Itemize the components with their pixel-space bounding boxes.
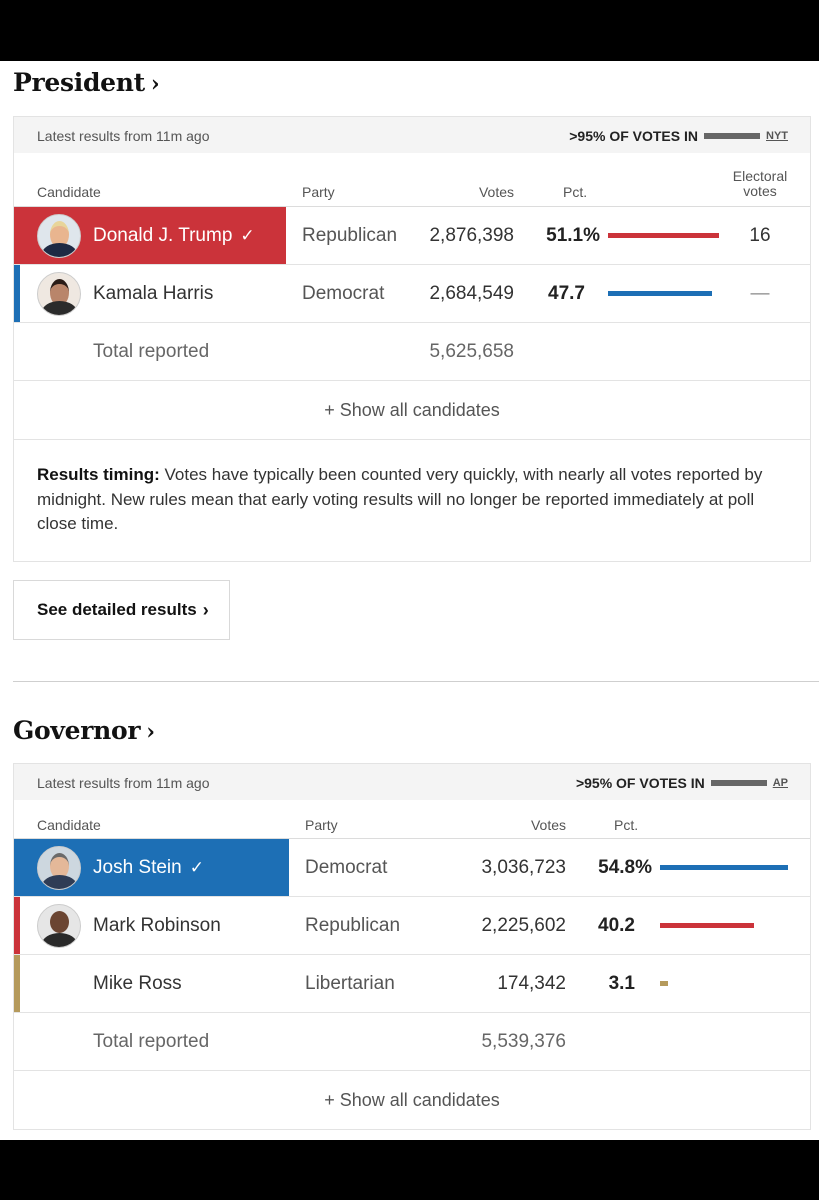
checkmark-icon: ✓: [240, 225, 255, 245]
source-link[interactable]: AP: [772, 777, 788, 789]
vote-count: 2,225,602: [481, 915, 566, 936]
header-pct: Pct.: [563, 184, 588, 200]
show-all-candidates-button[interactable]: + Show all candidates: [324, 400, 500, 420]
president-heading[interactable]: President ›: [13, 68, 160, 97]
results-timing-note: Results timing: Votes have typically bee…: [14, 439, 810, 561]
party-name: Democrat: [305, 857, 388, 878]
show-all-candidates-button[interactable]: + Show all candidates: [324, 1090, 500, 1110]
votes-in-label: >95% OF VOTES IN: [575, 775, 705, 791]
total-votes: 5,625,658: [429, 341, 514, 362]
header-party: Party: [302, 184, 335, 200]
vote-count: 2,876,398: [429, 225, 514, 246]
section-divider: [13, 681, 819, 682]
detail-button-label: See detailed results: [37, 600, 197, 619]
candidate-cell: Kamala Harris: [14, 265, 213, 322]
header-party: Party: [305, 817, 338, 833]
table-row: Donald J. Trump ✓ Republican 2,876,398 5…: [14, 207, 810, 265]
votes-in-meter: [704, 133, 760, 139]
party-color-stripe: [14, 265, 20, 322]
table-header: Candidate Party Votes Pct.: [14, 800, 810, 839]
table-row: Josh Stein ✓ Democrat 3,036,723 54.8%: [14, 839, 810, 897]
vote-share-bar: [660, 981, 668, 986]
chevron-right-icon: ›: [202, 599, 209, 620]
candidate-name: Donald J. Trump: [93, 224, 233, 246]
checkmark-icon: ✓: [189, 857, 204, 877]
avatar: [37, 213, 81, 258]
vote-share-bar: [660, 865, 789, 870]
chevron-right-icon: ›: [146, 719, 155, 745]
total-row: Total reported 5,539,376: [14, 1013, 810, 1071]
header-electoral-votes: Electoral votes: [720, 169, 800, 199]
source-link[interactable]: NYT: [766, 130, 788, 142]
avatar: [37, 903, 81, 948]
candidate-cell: Mark Robinson: [14, 897, 221, 954]
vote-percent: 40.2: [598, 915, 635, 936]
vote-share-bar: [660, 923, 755, 928]
party-name: Libertarian: [305, 973, 395, 994]
results-timing-text: Votes have typically been counted very q…: [37, 465, 763, 533]
candidate-cell: Mike Ross: [14, 955, 182, 1012]
latest-results-text: Latest results from 11m ago: [37, 128, 210, 144]
results-status-bar: Latest results from 11m ago >95% OF VOTE…: [14, 117, 810, 153]
vote-percent: 3.1: [608, 973, 635, 994]
party-name: Republican: [305, 915, 401, 936]
table-row: Mike Ross Libertarian 174,342 3.1: [14, 955, 810, 1013]
avatar: [37, 845, 81, 890]
avatar: [37, 271, 81, 316]
total-votes: 5,539,376: [481, 1031, 566, 1052]
table-header: Candidate Party Votes Pct. Electoral vote…: [14, 153, 810, 207]
governor-heading[interactable]: Governor ›: [13, 716, 155, 745]
results-status-bar: Latest results from 11m ago >95% OF VOTE…: [14, 764, 810, 800]
party-color-stripe: [14, 897, 20, 954]
total-row: Total reported 5,625,658: [14, 323, 810, 381]
votes-in-indicator: >95% OF VOTES IN NYT: [569, 128, 788, 144]
header-electoral-line2: votes: [743, 183, 777, 199]
candidate-name: Mike Ross: [93, 972, 182, 994]
results-timing-label: Results timing:: [37, 465, 160, 484]
chevron-right-icon: ›: [150, 71, 160, 97]
votes-in-label: >95% OF VOTES IN: [569, 128, 698, 144]
party-name: Republican: [302, 225, 398, 246]
top-black-bar: [0, 0, 819, 61]
vote-count: 2,684,549: [429, 283, 514, 304]
see-detailed-results-button[interactable]: See detailed results ›: [13, 580, 230, 640]
header-candidate: Candidate: [37, 184, 101, 200]
candidate-name: Josh Stein: [93, 856, 182, 878]
bottom-black-bar: [0, 1140, 819, 1200]
vote-count: 3,036,723: [481, 857, 566, 878]
vote-share-bar: [608, 291, 712, 296]
table-row: Kamala Harris Democrat 2,684,549 47.7 —: [14, 265, 810, 323]
votes-in-meter: [710, 780, 767, 786]
votes-in-indicator: >95% OF VOTES IN AP: [576, 775, 788, 791]
party-name: Democrat: [302, 283, 385, 304]
header-votes: Votes: [530, 817, 566, 833]
table-row: Mark Robinson Republican 2,225,602 40.2: [14, 897, 810, 955]
vote-share-bar: [608, 233, 720, 238]
total-label: Total reported: [93, 1031, 210, 1052]
electoral-votes: 16: [749, 225, 771, 246]
vote-percent: 51.1%: [546, 225, 600, 246]
party-color-stripe: [14, 955, 20, 1012]
governor-results-card: Latest results from 11m ago >95% OF VOTE…: [13, 763, 811, 1130]
header-candidate: Candidate: [37, 817, 101, 833]
governor-title: Governor: [13, 716, 141, 745]
vote-count: 174,342: [497, 973, 566, 994]
winner-candidate-cell: Donald J. Trump ✓: [14, 207, 286, 264]
candidate-name: Kamala Harris: [93, 282, 214, 304]
candidate-name: Mark Robinson: [93, 914, 221, 936]
winner-candidate-cell: Josh Stein ✓: [14, 839, 289, 896]
header-pct: Pct.: [614, 817, 639, 833]
vote-percent: 54.8%: [598, 857, 652, 878]
header-electoral-line1: Electoral: [732, 168, 788, 184]
header-votes: Votes: [478, 184, 514, 200]
latest-results-text: Latest results from 11m ago: [37, 775, 210, 791]
electoral-votes: —: [750, 283, 770, 304]
vote-percent: 47.7: [548, 283, 585, 304]
president-title: President: [13, 68, 145, 97]
total-label: Total reported: [93, 341, 210, 362]
president-results-card: Latest results from 11m ago >95% OF VOTE…: [13, 116, 811, 562]
